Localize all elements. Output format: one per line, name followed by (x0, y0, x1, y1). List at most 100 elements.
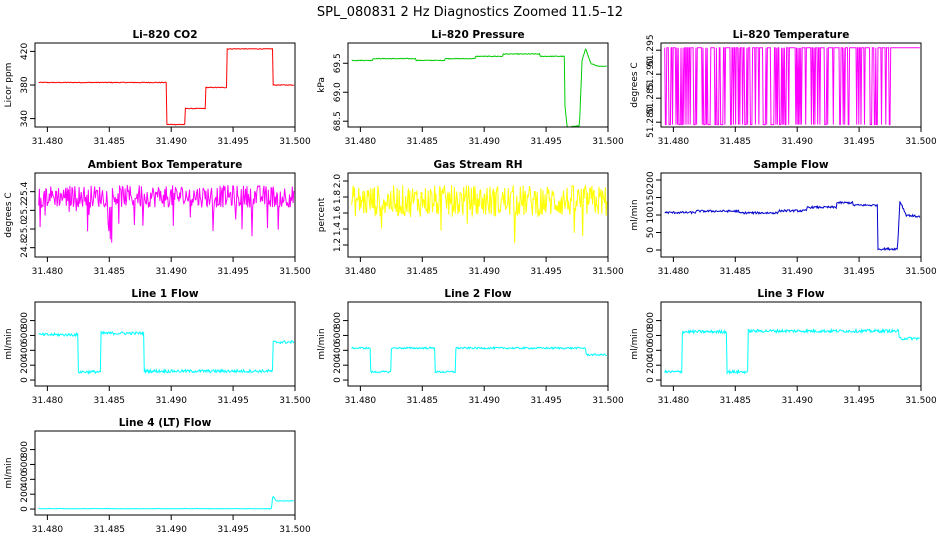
plot-frame (34, 430, 296, 516)
y-axis-label: kPa (317, 77, 327, 93)
y-axis-label: Licor ppm (4, 63, 14, 108)
y-tick-label: 800 (333, 312, 343, 329)
y-tick-label: 340 (20, 110, 30, 127)
panel-title: Li–820 Temperature (733, 29, 850, 41)
chart-panel: Li–820 Pressure 31.480 31.485 31.490 31.495 3… (317, 29, 624, 147)
y-tick-label: 25.4 (20, 181, 30, 201)
y-tick-label: 400 (333, 341, 343, 358)
plot-frame (34, 42, 296, 128)
panel-title: Line 2 Flow (444, 288, 511, 300)
y-axis-label: ml/min (630, 199, 640, 230)
x-tick-label: 31.480 (32, 137, 64, 147)
panel-title: Li–820 CO2 (132, 29, 197, 41)
y-axis-label: ml/min (317, 328, 327, 359)
chart-panel: Line 2 Flow 31.480 31.485 31.490 31.495 31.50… (317, 288, 624, 406)
plot-frame (660, 301, 922, 387)
x-tick-label: 31.490 (468, 137, 500, 147)
y-tick-label: 1.2 (333, 238, 343, 252)
x-tick-label: 31.485 (94, 267, 126, 277)
panel-title: Line 1 Flow (131, 288, 198, 300)
y-tick-label: 1.4 (333, 222, 343, 237)
y-tick-label: 0 (646, 377, 656, 383)
chart-panel: Line 3 Flow 31.480 31.485 31.490 31.495 31.50… (630, 288, 936, 406)
x-tick-label: 31.490 (468, 267, 500, 277)
x-tick-label: 31.495 (843, 267, 875, 277)
chart-panel: Li–820 Temperature 31.480 31.485 31.490 31.4… (630, 29, 936, 147)
panel-title: Ambient Box Temperature (88, 159, 243, 171)
figure-title: SPL_080831 2 Hz Diagnostics Zoomed 11.5–… (317, 5, 623, 20)
plot-frame (34, 172, 296, 258)
x-tick-label: 31.485 (407, 396, 439, 406)
x-tick-label: 31.480 (345, 396, 377, 406)
x-tick-label: 31.495 (217, 137, 249, 147)
chart-panel: Gas Stream RH 31.480 31.485 31.490 31.495 31.… (317, 159, 624, 277)
y-tick-label: 1.8 (333, 190, 343, 205)
x-tick-label: 31.480 (345, 267, 377, 277)
chart-panel: Line 1 Flow 31.480 31.485 31.490 31.495 31.50… (4, 288, 311, 406)
x-tick-label: 31.490 (155, 137, 187, 147)
y-tick-label: 0 (20, 506, 30, 512)
x-tick-label: 31.500 (592, 396, 624, 406)
y-tick-label: 400 (646, 341, 656, 358)
y-tick-label: 600 (333, 327, 343, 344)
y-axis-label: ml/min (4, 328, 14, 359)
y-tick-label: 200 (20, 485, 30, 502)
x-tick-label: 31.485 (720, 137, 752, 147)
x-tick-label: 31.495 (843, 396, 875, 406)
panel-title: Line 3 Flow (757, 288, 824, 300)
y-tick-label: 0 (20, 377, 30, 383)
x-tick-label: 31.480 (345, 137, 377, 147)
y-tick-label: 24.8 (20, 237, 30, 257)
y-tick-label: 51.280 (646, 106, 656, 138)
y-tick-label: 68.5 (333, 111, 343, 131)
x-tick-label: 31.490 (155, 396, 187, 406)
y-axis-label: degrees C (4, 192, 14, 237)
y-axis-label: degrees C (630, 62, 640, 107)
y-tick-label: 200 (646, 171, 656, 188)
y-tick-label: 51.285 (646, 82, 656, 114)
x-tick-label: 31.500 (905, 137, 936, 147)
y-tick-label: 200 (20, 356, 30, 373)
series-line (38, 47, 295, 126)
panel-title: Li–820 Pressure (431, 29, 524, 41)
y-tick-label: 25.2 (20, 200, 30, 220)
series-line (351, 48, 607, 128)
chart-panel: Sample Flow 31.480 31.485 31.490 31.495 31.50… (630, 159, 936, 277)
x-tick-label: 31.485 (94, 525, 126, 535)
x-tick-label: 31.495 (217, 525, 249, 535)
plot-frame (347, 301, 609, 387)
y-tick-label: 1.6 (333, 206, 343, 221)
x-tick-label: 31.485 (94, 137, 126, 147)
chart-panel: Ambient Box Temperature 31.480 31.485 31.49… (4, 159, 311, 277)
x-tick-label: 31.485 (407, 137, 439, 147)
x-tick-label: 31.500 (279, 525, 311, 535)
x-tick-label: 31.490 (155, 525, 187, 535)
x-tick-label: 31.485 (94, 396, 126, 406)
y-axis-label: ml/min (4, 457, 14, 488)
y-tick-label: 800 (646, 312, 656, 329)
plot-frame (660, 42, 922, 128)
panel-title: Line 4 (LT) Flow (119, 417, 212, 429)
x-tick-label: 31.480 (658, 396, 690, 406)
y-tick-label: 600 (20, 327, 30, 344)
y-tick-label: 69.5 (333, 53, 343, 73)
panel-title: Gas Stream RH (433, 159, 522, 171)
y-tick-label: 600 (20, 456, 30, 473)
x-tick-label: 31.480 (658, 267, 690, 277)
x-tick-label: 31.480 (32, 525, 64, 535)
y-tick-label: 800 (20, 312, 30, 329)
y-axis-label: ml/min (630, 328, 640, 359)
y-tick-label: 25.0 (20, 219, 30, 239)
series-line (351, 346, 608, 374)
series-line (38, 495, 294, 510)
x-tick-label: 31.495 (217, 396, 249, 406)
y-tick-label: 400 (20, 341, 30, 358)
y-tick-label: 200 (646, 356, 656, 373)
y-tick-label: 50 (646, 227, 656, 239)
plot-frame (660, 172, 922, 258)
series-line (351, 184, 608, 244)
y-tick-label: 0 (646, 247, 656, 253)
x-tick-label: 31.500 (279, 267, 311, 277)
x-tick-label: 31.480 (658, 137, 690, 147)
